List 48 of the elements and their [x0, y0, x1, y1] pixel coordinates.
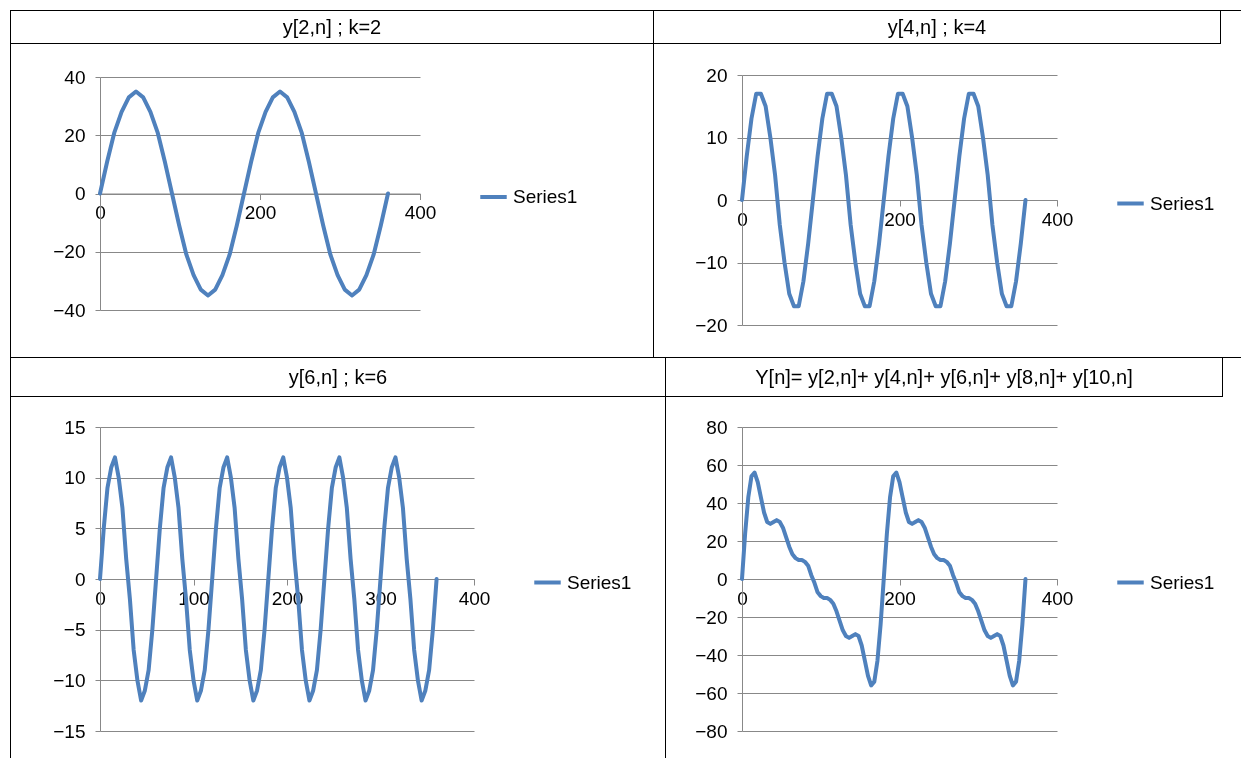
chart-title: y[6,n] ; k=6 [10, 357, 666, 397]
y-tick-label: −15 [53, 720, 86, 742]
x-tick-label: 200 [884, 208, 916, 230]
y-tick-label: 0 [74, 568, 86, 590]
x-tick-label: 400 [458, 587, 491, 609]
x-tick-label: 400 [404, 202, 437, 223]
x-tick-label: 200 [244, 202, 277, 223]
y-tick-label: 20 [706, 64, 728, 86]
y-tick-label: −20 [53, 241, 86, 263]
line-series [98, 455, 439, 703]
y-tick-label: −40 [695, 644, 728, 666]
y-tick-label: 40 [706, 492, 728, 514]
y-tick-label: 5 [74, 517, 86, 539]
y-tick-label: −10 [695, 252, 728, 273]
x-tick-label: 200 [884, 587, 916, 609]
y-tick-label: 20 [64, 124, 86, 146]
y-tick-label: −40 [53, 299, 86, 321]
chart-title: y[2,n] ; k=2 [10, 10, 654, 44]
x-tick-label: 400 [1041, 208, 1074, 230]
y-tick-label: −5 [63, 619, 86, 641]
y-tick-label: 10 [706, 127, 728, 148]
line-series [740, 91, 1028, 309]
y-tick-label: 15 [64, 416, 86, 438]
y-tick-label: 80 [706, 416, 728, 438]
legend-label: Series1 [567, 571, 632, 593]
line-series [740, 470, 1028, 688]
y-tick-label: 20 [706, 530, 728, 552]
chart-title: y[4,n] ; k=4 [653, 10, 1221, 44]
y-tick-label: −80 [695, 720, 728, 742]
y-tick-label: 0 [716, 568, 728, 590]
x-tick-label: 0 [95, 202, 106, 223]
legend-label: Series1 [1150, 192, 1215, 214]
line-series [98, 89, 390, 298]
x-tick-label: 0 [95, 587, 106, 609]
x-tick-label: 400 [1041, 587, 1074, 609]
legend-label: Series1 [1150, 571, 1215, 593]
y-tick-label: 60 [706, 454, 728, 476]
x-tick-label: 0 [737, 587, 748, 609]
y-tick-label: −20 [695, 314, 728, 336]
y-tick-label: −60 [695, 682, 728, 704]
y-tick-label: −10 [53, 669, 86, 691]
legend-label: Series1 [513, 186, 578, 207]
y-tick-label: 10 [64, 467, 86, 489]
y-tick-label: 40 [64, 66, 86, 88]
x-tick-label: 0 [737, 208, 748, 230]
y-tick-label: −20 [695, 606, 728, 628]
y-tick-label: 0 [74, 183, 86, 204]
chart-title: Y[n]= y[2,n]+ y[4,n]+ y[6,n]+ y[8,n]+ y[10,n] [665, 357, 1223, 397]
